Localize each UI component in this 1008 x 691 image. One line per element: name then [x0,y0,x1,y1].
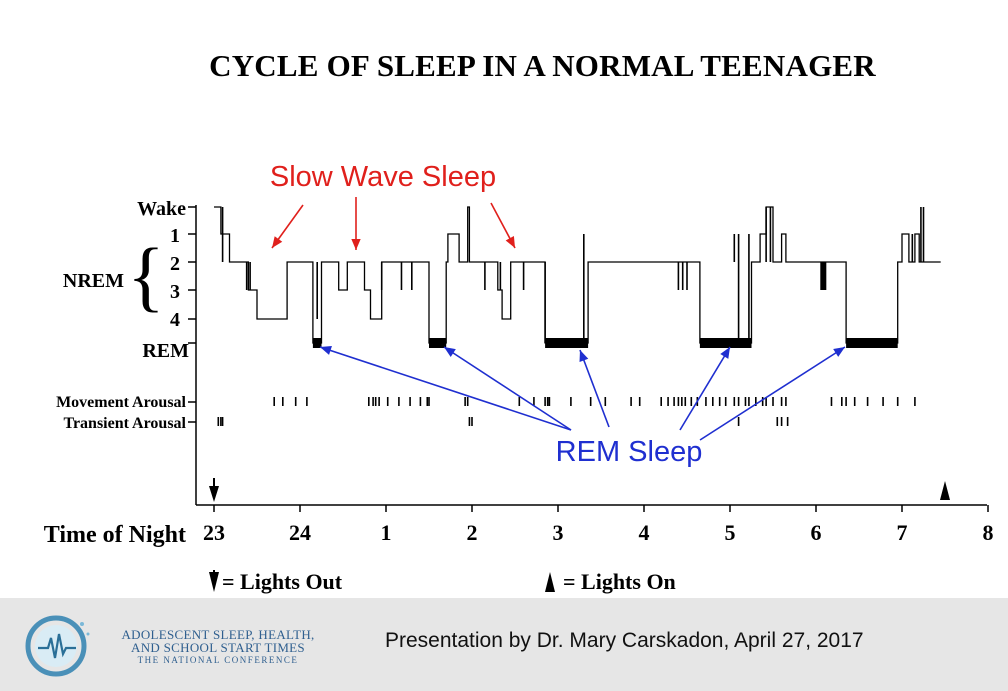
x-tick-label-6: 6 [811,520,822,545]
conference-logo [25,615,90,677]
y-label-stage-3: 3 [170,281,180,303]
x-tick-label-24: 24 [289,520,311,545]
x-tick-label-1: 1 [381,520,392,545]
y-label-stage-1: 1 [170,225,180,247]
x-tick-label-3: 3 [553,520,564,545]
lights-out-legend: = Lights Out [209,569,343,594]
lights-on-legend: = Lights On [545,569,676,594]
x-axis-ticks: 23 24 1 2 3 4 5 6 7 8 [203,505,994,545]
rem-sleep-label: REM Sleep [556,436,703,468]
y-label-rem: REM [142,340,189,362]
lights-out-marker [209,486,219,502]
rem-arrow-5-head [833,347,845,357]
x-tick-label-23: 23 [203,520,225,545]
y-label-stage-2: 2 [170,253,180,275]
rem-arrow-4-head [720,347,730,359]
annotation-arrows [271,197,846,441]
rem-period-2 [429,338,447,348]
rem-arrow-3-shaft [579,349,610,428]
presenter-credit: Presentation by Dr. Mary Carskadon, Apri… [385,629,864,652]
y-label-stage-4: 4 [170,309,180,331]
movement-arousal-label: Movement Arousal [56,394,186,411]
stage-block-0 [820,262,827,290]
x-tick-label-4: 4 [639,520,650,545]
conference-name: ADOLESCENT SLEEP, HEALTH, AND SCHOOL STA… [108,628,328,667]
conference-name-line3: THE NATIONAL CONFERENCE [137,655,299,665]
lights-out-legend-icon [209,572,219,592]
y-label-nrem: NREM [63,270,124,292]
x-tick-label-2: 2 [467,520,478,545]
x-axis-label: Time of Night [44,522,186,548]
lights-on-marker [940,481,950,500]
transient-arousal-series [217,417,789,426]
rem-arrow-5-shaft [699,346,846,441]
footer-bar: ADOLESCENT SLEEP, HEALTH, AND SCHOOL STA… [0,598,1008,691]
hypnogram-chart: Wake 1 2 3 4 REM NREM { Movement Arousal… [44,161,994,594]
hypnogram-spikes [221,207,925,343]
rem-arrow-2-head [444,347,456,357]
hypnogram-series [214,206,941,348]
y-label-wake: Wake [137,198,186,220]
rem-period-5 [846,338,898,348]
conference-name-line2: AND SCHOOL START TIMES [131,640,305,655]
x-tick-label-8: 8 [983,520,994,545]
rem-arrow-1-shaft [319,346,572,431]
transient-arousal-label: Transient Arousal [63,415,186,432]
slow-wave-sleep-label: Slow Wave Sleep [270,161,496,193]
lights-on-legend-text: = Lights On [563,569,676,594]
rem-period-3 [545,338,589,348]
rem-arrow-1-head [320,346,332,355]
hypnogram-line [214,206,941,344]
rem-arrow-4-shaft [679,346,731,431]
x-tick-label-7: 7 [897,520,908,545]
x-tick-label-5: 5 [725,520,736,545]
rem-period-4 [699,338,752,348]
rem-arrow-3-head [579,350,589,362]
lights-out-legend-text: = Lights Out [222,569,343,594]
nrem-brace: { [127,232,164,319]
lights-markers [209,478,950,502]
y-axis-ticks [188,206,196,344]
rem-period-1 [312,338,322,348]
lights-on-legend-icon [545,572,555,592]
movement-arousal-series [273,397,916,406]
slide-title: CYCLE OF SLEEP IN A NORMAL TEENAGER [209,48,876,83]
conference-name-line1: ADOLESCENT SLEEP, HEALTH, [121,627,315,642]
slow-wave-arrow-3-head [505,236,515,248]
rem-arrow-2-shaft [443,346,572,431]
slow-wave-arrow-2-head [351,238,361,250]
slow-wave-arrow-1-head [272,236,283,248]
